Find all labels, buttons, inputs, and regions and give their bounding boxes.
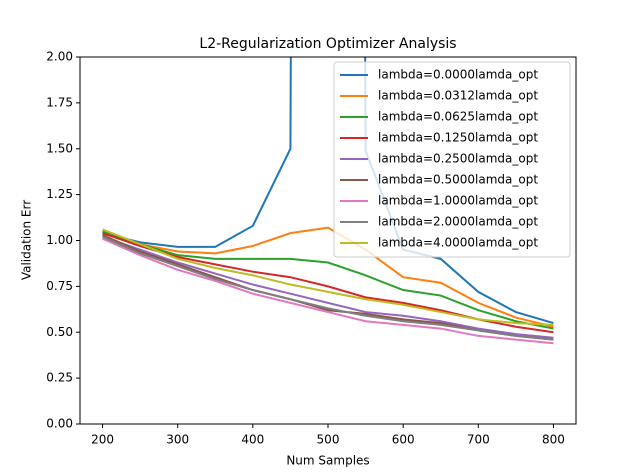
y-tick-label: 0.75 — [46, 279, 73, 293]
y-tick-label: 0.00 — [46, 417, 73, 431]
y-tick-label: 1.50 — [46, 141, 73, 155]
series-line — [102, 235, 554, 339]
legend-label: lambda=1.0000lamda_opt — [378, 194, 538, 208]
y-tick-label: 1.75 — [46, 95, 73, 109]
legend-label: lambda=0.0625lamda_opt — [378, 110, 538, 124]
y-tick-label: 1.25 — [46, 187, 73, 201]
series-line — [102, 230, 554, 330]
legend-label: lambda=0.0000lamda_opt — [378, 68, 538, 82]
series-line — [102, 237, 554, 345]
y-tick-label: 0.25 — [46, 371, 73, 385]
y-tick-label: 2.00 — [46, 50, 73, 64]
x-tick-label: 500 — [317, 433, 340, 447]
legend-label: lambda=0.2500lamda_opt — [378, 152, 538, 166]
y-axis-label: Validation Err — [20, 200, 34, 280]
legend-label: lambda=0.5000lamda_opt — [378, 173, 538, 187]
legend-label: lambda=4.0000lamda_opt — [378, 236, 538, 250]
y-tick-label: 1.00 — [46, 233, 73, 247]
chart-title: L2-Regularization Optimizer Analysis — [199, 36, 456, 52]
legend-box — [333, 61, 571, 258]
x-tick-label: 700 — [467, 433, 490, 447]
series-line — [102, 228, 554, 326]
y-tick-label: 0.50 — [46, 325, 73, 339]
x-tick-label: 300 — [166, 433, 189, 447]
plot-frame — [79, 56, 577, 425]
legend-label: lambda=0.0312lamda_opt — [378, 89, 538, 103]
x-tick-label: 600 — [392, 433, 415, 447]
legend-label: lambda=0.1250lamda_opt — [378, 131, 538, 145]
legend-label: lambda=2.0000lamda_opt — [378, 215, 538, 229]
x-axis-label: Num Samples — [286, 454, 369, 468]
plot-lines — [102, 57, 554, 345]
series-line — [102, 235, 554, 341]
x-tick-label: 200 — [91, 433, 114, 447]
series-line — [102, 226, 554, 328]
series-line — [102, 57, 554, 325]
x-tick-label: 800 — [542, 433, 565, 447]
x-tick-label: 400 — [241, 433, 264, 447]
